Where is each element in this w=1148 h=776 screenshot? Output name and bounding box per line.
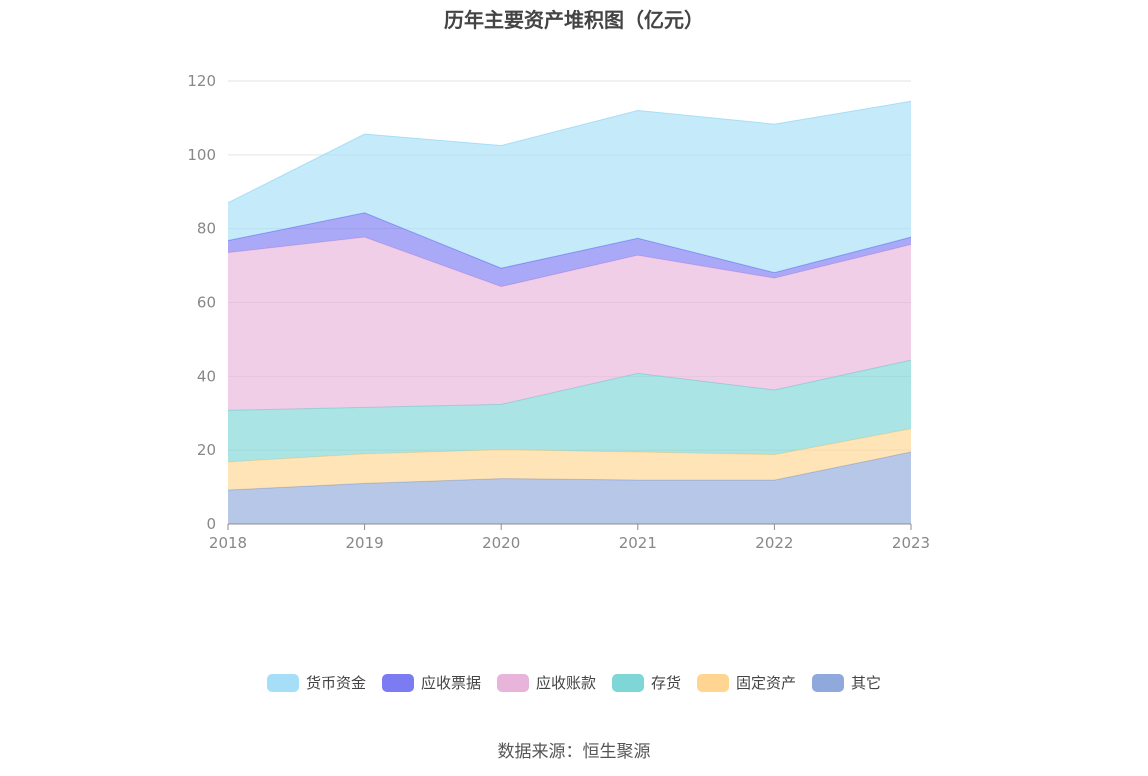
legend-swatch [496, 673, 529, 692]
legend-item-inventory[interactable]: 存货 [612, 672, 681, 693]
legend-swatch [381, 673, 414, 692]
stacked-area-chart: 0 20 40 60 80 100 120 2018 2019 2020 2021 2022 2023 [187, 72, 930, 552]
legend-swatch [812, 673, 845, 692]
legend-swatch [612, 673, 644, 692]
y-tick-label: 80 [197, 220, 216, 238]
legend-item-cash[interactable]: 货币资金 [266, 672, 366, 693]
legend-item-fixed-assets[interactable]: 固定资产 [697, 672, 796, 693]
legend-label: 存货 [651, 674, 682, 692]
x-tick-label: 2019 [346, 534, 384, 552]
area-series [228, 452, 911, 524]
legend-label: 应收账款 [535, 674, 596, 692]
chart-title: 历年主要资产堆积图（亿元） [444, 8, 704, 32]
x-tick-label: 2021 [619, 534, 657, 552]
y-tick-label: 60 [197, 294, 216, 312]
y-tick-label: 120 [187, 72, 216, 90]
legend-item-accounts-receivable[interactable]: 应收账款 [496, 672, 596, 693]
area-series [228, 360, 911, 462]
legend-swatch [266, 673, 299, 692]
legend-label: 固定资产 [736, 674, 797, 692]
legend-label: 货币资金 [305, 674, 366, 692]
x-tick-label: 2018 [209, 534, 247, 552]
legend-label: 其它 [851, 674, 882, 692]
area-series [228, 212, 911, 287]
series-line [227, 100, 912, 204]
x-tick-label: 2022 [755, 534, 793, 552]
area-series [228, 237, 911, 411]
data-source: 数据来源：恒生聚源 [497, 742, 651, 762]
series-line [227, 236, 912, 288]
y-tick-label: 100 [187, 146, 216, 164]
legend-swatch [697, 673, 730, 692]
legend-item-notes-receivable[interactable]: 应收票据 [381, 672, 481, 693]
legend-label: 应收票据 [420, 674, 481, 692]
x-tick-label: 2023 [892, 534, 930, 552]
area-series [228, 428, 911, 491]
area-series [228, 101, 911, 273]
chart-legend: 货币资金 应收票据 应收账款 存货 固定资产 其它 [0, 672, 1148, 693]
y-tick-label: 40 [197, 367, 216, 385]
y-tick-label: 0 [206, 515, 216, 533]
x-tick-label: 2020 [482, 534, 520, 552]
y-tick-label: 20 [197, 441, 216, 459]
legend-item-other[interactable]: 其它 [812, 672, 881, 693]
